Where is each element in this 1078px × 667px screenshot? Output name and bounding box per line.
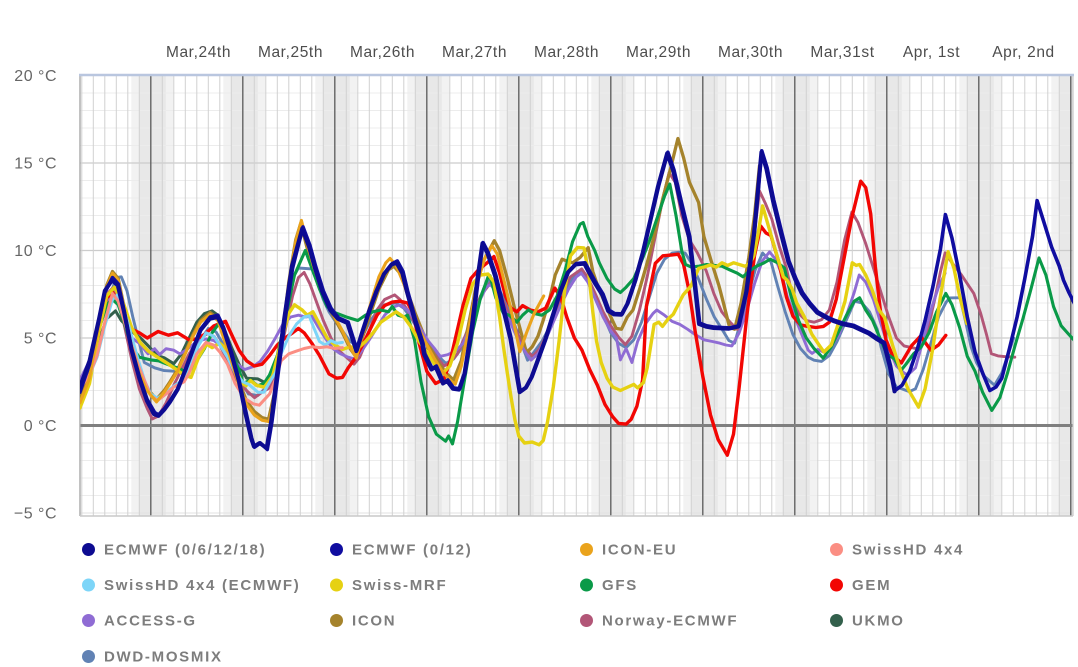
- svg-text:Apr, 2nd: Apr, 2nd: [992, 44, 1055, 61]
- svg-text:ECMWF (0/12): ECMWF (0/12): [352, 542, 472, 559]
- svg-text:Mar,26th: Mar,26th: [350, 44, 415, 61]
- svg-text:ICON-EU: ICON-EU: [602, 542, 677, 559]
- svg-text:Swiss-MRF: Swiss-MRF: [352, 577, 447, 594]
- svg-text:Mar,29th: Mar,29th: [626, 44, 691, 61]
- svg-text:0 °C: 0 °C: [24, 418, 57, 435]
- svg-text:10 °C: 10 °C: [14, 243, 57, 260]
- svg-text:GFS: GFS: [602, 577, 638, 594]
- svg-text:Norway-ECMWF: Norway-ECMWF: [602, 613, 738, 630]
- svg-text:Mar,31st: Mar,31st: [810, 44, 874, 61]
- svg-text:SwissHD 4x4: SwissHD 4x4: [852, 542, 964, 559]
- svg-text:Apr, 1st: Apr, 1st: [903, 44, 960, 61]
- svg-text:Mar,24th: Mar,24th: [166, 44, 231, 61]
- svg-text:−5 °C: −5 °C: [14, 506, 57, 523]
- svg-text:Mar,25th: Mar,25th: [258, 44, 323, 61]
- svg-text:Mar,30th: Mar,30th: [718, 44, 783, 61]
- svg-text:20 °C: 20 °C: [14, 68, 57, 85]
- svg-text:DWD-MOSMIX: DWD-MOSMIX: [104, 649, 223, 666]
- svg-text:Mar,28th: Mar,28th: [534, 44, 599, 61]
- svg-text:Mar,27th: Mar,27th: [442, 44, 507, 61]
- svg-text:ACCESS-G: ACCESS-G: [104, 613, 197, 630]
- svg-text:15 °C: 15 °C: [14, 156, 57, 173]
- svg-text:ICON: ICON: [352, 613, 396, 630]
- svg-text:SwissHD 4x4 (ECMWF): SwissHD 4x4 (ECMWF): [104, 577, 301, 594]
- svg-text:ECMWF (0/6/12/18): ECMWF (0/6/12/18): [104, 542, 266, 559]
- svg-text:GEM: GEM: [852, 577, 891, 594]
- svg-text:5 °C: 5 °C: [24, 331, 57, 348]
- svg-text:UKMO: UKMO: [852, 613, 905, 630]
